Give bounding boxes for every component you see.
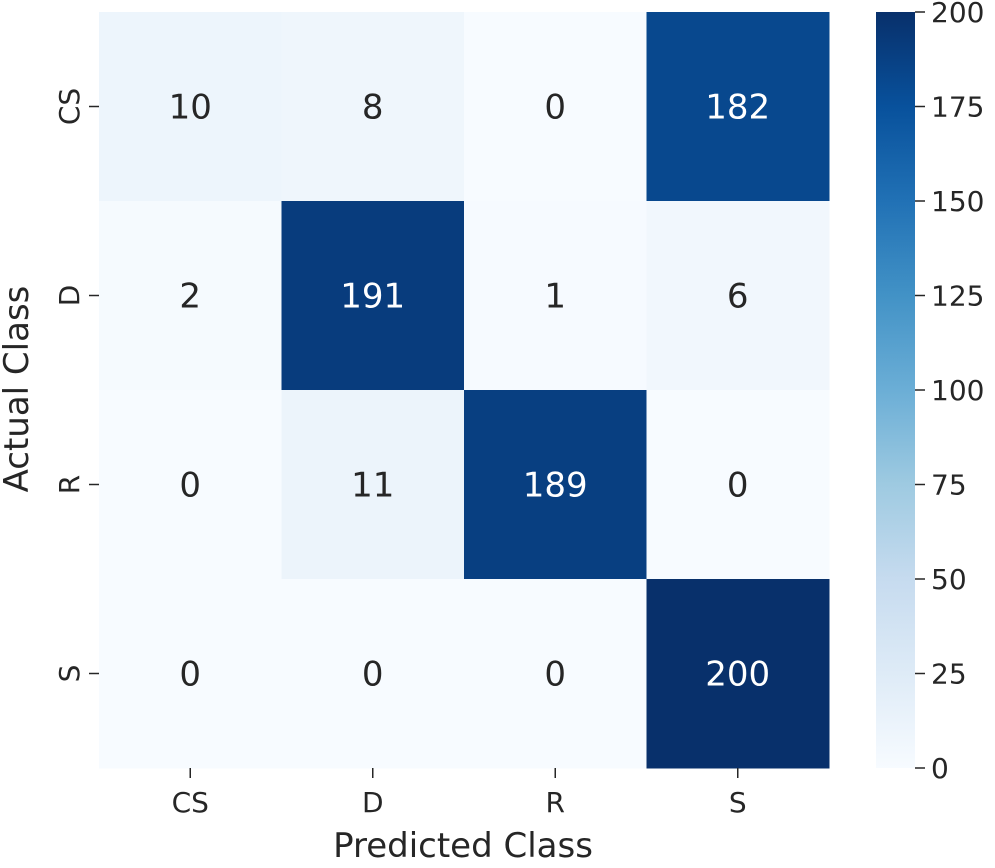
heatmap-cell: [464, 579, 647, 769]
heatmap-cell: [464, 201, 647, 391]
cell-value-label: 6: [727, 277, 749, 317]
heatmap-cell: [281, 201, 465, 391]
colorbar-tick-label: 50: [931, 563, 967, 596]
cell-value-label: 0: [544, 655, 566, 695]
x-tick-label: D: [362, 786, 384, 819]
colorbar-ticks: 0 25 50 75 100 125 150 175 200: [915, 0, 984, 785]
heatmap-cell: [99, 201, 282, 391]
heatmap-cell: [646, 579, 830, 769]
y-axis-label: Actual Class: [0, 286, 37, 493]
heatmap-cell: [646, 201, 830, 391]
heatmap-cell: [464, 12, 647, 202]
heatmap-cell: [464, 390, 647, 580]
cell-value-label: 191: [340, 277, 405, 317]
y-tick-label: D: [53, 285, 86, 307]
heatmap-cell: [99, 390, 282, 580]
colorbar-tick-label: 125: [931, 280, 984, 313]
heatmap-cell: [281, 12, 465, 202]
cell-value-label: 182: [705, 88, 770, 128]
cell-value-label: 200: [705, 655, 770, 695]
colorbar-tick-label: 75: [931, 469, 967, 502]
cell-value-label: 0: [179, 466, 201, 506]
x-tick-label: CS: [172, 786, 209, 819]
cell-value-label: 0: [544, 88, 566, 128]
heatmap-cell: [99, 12, 282, 202]
cell-value-label: 2: [179, 277, 201, 317]
heatmap-cell: [646, 390, 830, 580]
x-tick-label: S: [729, 786, 747, 819]
cell-value-label: 1: [544, 277, 566, 317]
y-axis: CS D R S: [53, 88, 99, 683]
heatmap-cell-labels: 10 8 0 182 2 191 1 6 0 11 189 0 0 0 0 200: [169, 88, 771, 695]
colorbar: [876, 12, 915, 768]
heatmap-cell: [281, 390, 465, 580]
heatmap-cell: [281, 579, 465, 769]
cell-value-label: 0: [179, 655, 201, 695]
colorbar-tick-label: 200: [931, 0, 984, 29]
y-tick-label: CS: [53, 88, 86, 125]
cell-value-label: 0: [727, 466, 749, 506]
cell-value-label: 0: [362, 655, 384, 695]
x-tick-label: R: [546, 786, 565, 819]
x-axis-label: Predicted Class: [333, 826, 593, 866]
colorbar-tick-label: 175: [931, 91, 984, 124]
heatmap-cells: [99, 12, 830, 769]
y-tick-label: R: [53, 475, 86, 494]
colorbar-tick-label: 25: [931, 658, 967, 691]
cell-value-label: 11: [351, 466, 394, 506]
heatmap-cell: [99, 579, 282, 769]
cell-value-label: 10: [169, 88, 212, 128]
heatmap-cell: [646, 12, 830, 202]
x-axis: CS D R S: [172, 768, 747, 819]
colorbar-tick-label: 150: [931, 185, 984, 218]
y-tick-label: S: [53, 665, 86, 683]
cell-value-label: 8: [362, 88, 384, 128]
cell-value-label: 189: [523, 466, 588, 506]
colorbar-tick-label: 0: [931, 752, 949, 785]
colorbar-tick-label: 100: [931, 374, 984, 407]
